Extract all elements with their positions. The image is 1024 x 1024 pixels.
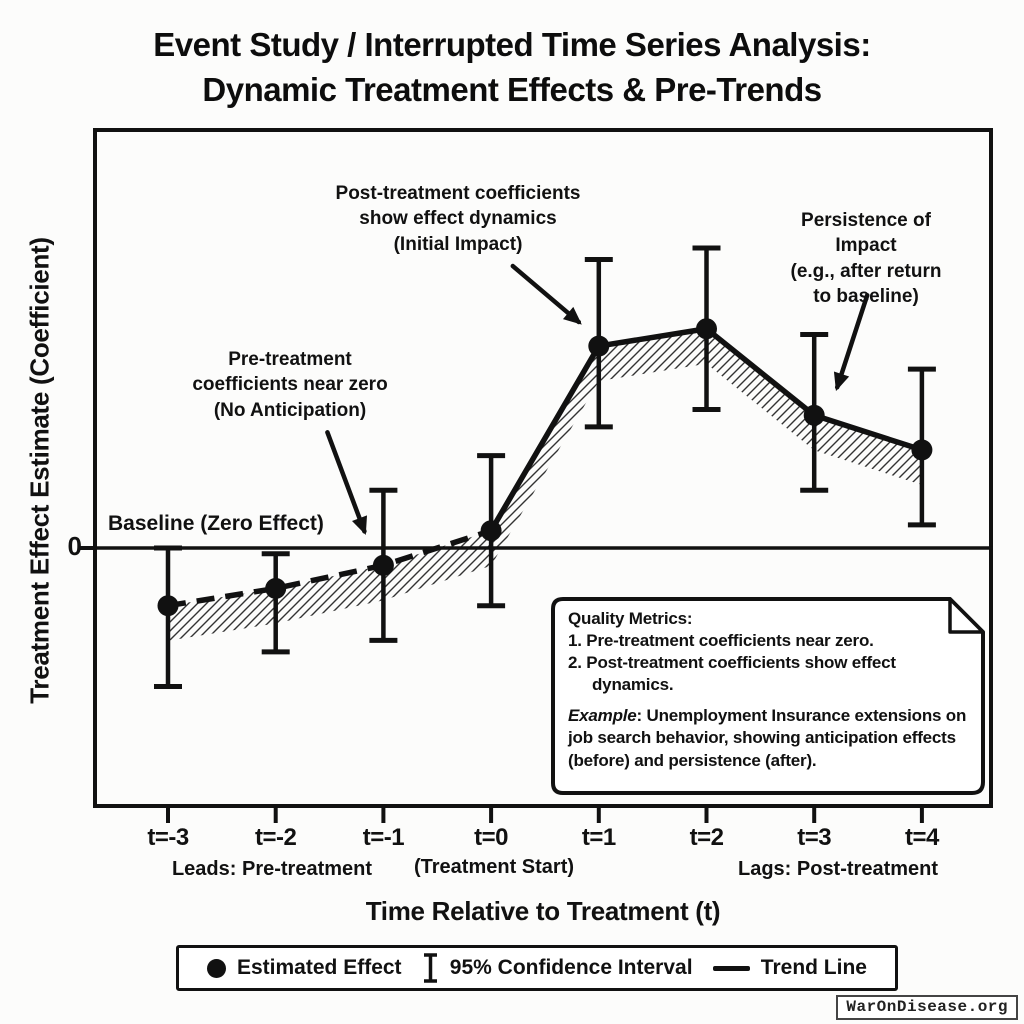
quality-metric-item: 1. Pre-treatment coefficients near zero. [568,631,874,651]
quality-metrics-list: 1. Pre-treatment coefficients near zero.… [568,630,968,696]
example-text: : Unemployment Insurance extensions on j… [568,706,967,770]
annotation-pre-treatment: Pre-treatment coefficients near zero (No… [192,349,388,421]
quality-metric-item: 2. Post-treatment coefficients show effe… [568,653,896,695]
legend-label-confidence-interval: 95% Confidence Interval [449,956,693,979]
y-axis-label: Treatment Effect Estimate (Coefficient) [24,237,55,704]
example-label: Example [568,706,637,726]
legend-item-confidence-interval: 95% Confidence Interval [422,952,693,984]
note-paper-icon [551,597,985,795]
estimated-effect-marker-icon [207,958,226,978]
quality-metrics-heading: Quality Metrics: [568,609,693,628]
legend-label-trend-line: Trend Line [760,956,867,979]
x-tick-label: t=-3 [147,824,189,851]
x-axis-label: Time Relative to Treatment (t) [365,896,721,926]
plot-area [93,128,993,808]
trend-line-icon [712,965,750,971]
x-group-label-treatment-start: (Treatment Start) [413,856,575,878]
x-tick-label: t=-1 [362,824,405,851]
x-group-label-lags: Lags: Post-treatment [737,858,939,880]
x-tick-label: t=-2 [255,824,297,851]
x-tick-label: t=0 [474,824,509,851]
chart-title: Event Study / Interrupted Time Series An… [153,26,871,109]
quality-metrics-box: Quality Metrics: 1. Pre-treatment coeffi… [550,596,986,796]
legend-item-trend-line: Trend Line [712,956,867,980]
x-group-label-leads: Leads: Pre-treatment [171,858,373,880]
zero-tick-label: 0 [67,531,82,561]
annotation-post-treatment: Post-treatment coefficients show effect … [335,183,581,255]
x-tick-label: t=2 [689,824,724,851]
confidence-interval-icon [423,953,437,983]
x-tick-label: t=1 [581,824,616,851]
x-tick-label: t=3 [797,824,832,851]
baseline-label: Baseline (Zero Effect) [108,512,324,535]
x-tick-label: t=4 [904,824,939,851]
annotation-persistence: Persistence of Impact (e.g., after retur… [790,210,942,307]
quality-metrics-example: Example: Unemployment Insurance extensio… [568,705,968,771]
watermark: WarOnDisease.org [836,995,1018,1020]
legend: Estimated Effect 95% Confidence Interval… [176,945,898,991]
legend-item-estimated-effect: Estimated Effect [207,956,402,980]
legend-label-estimated-effect: Estimated Effect [237,956,402,979]
